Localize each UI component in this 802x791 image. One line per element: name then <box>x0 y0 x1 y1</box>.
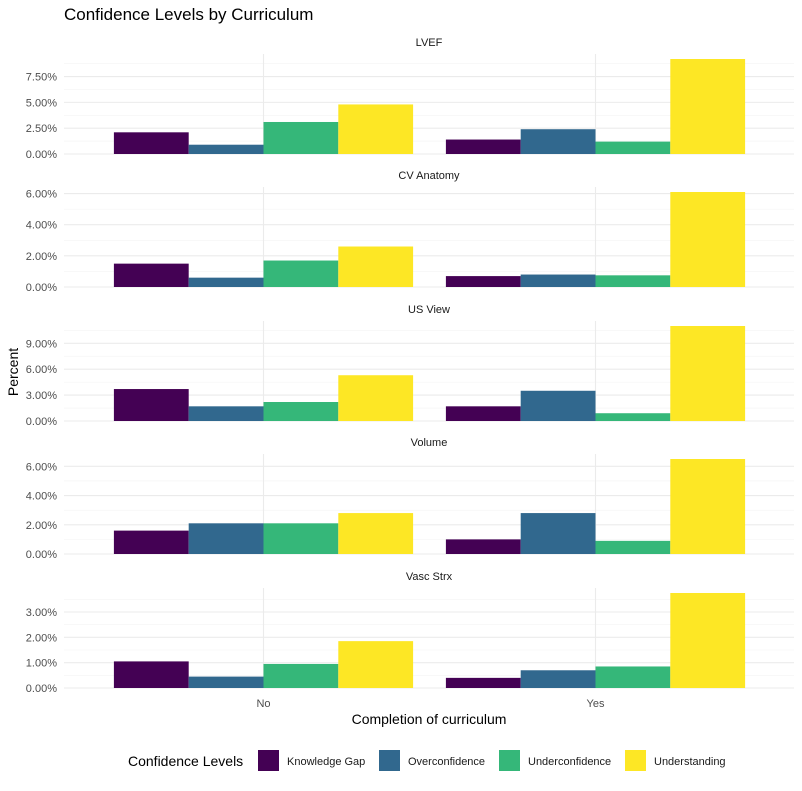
bar-underconfidence-no <box>263 402 339 421</box>
y-tick-label: 0.00% <box>26 683 57 695</box>
bar-knowledge-gap-yes <box>445 139 521 154</box>
legend-label-underconfidence: Underconfidence <box>528 756 611 768</box>
y-tick-label: 0.00% <box>26 549 57 561</box>
y-tick-label: 7.50% <box>26 72 57 84</box>
panel-strip-label: LVEF <box>416 37 443 49</box>
bar-underconfidence-yes <box>595 413 671 421</box>
bar-overconfidence-yes <box>520 129 596 154</box>
panel-strip-label: US View <box>408 304 450 316</box>
bar-understanding-no <box>338 375 414 421</box>
bar-understanding-yes <box>670 59 746 154</box>
bar-understanding-yes <box>670 593 746 688</box>
x-axis-title: Completion of curriculum <box>352 711 507 727</box>
bar-overconfidence-no <box>188 277 264 287</box>
bar-knowledge-gap-no <box>113 389 189 421</box>
bar-overconfidence-yes <box>520 274 596 287</box>
bar-overconfidence-no <box>188 523 264 554</box>
bar-understanding-yes <box>670 326 746 421</box>
y-tick-label: 6.00% <box>26 461 57 473</box>
bar-overconfidence-yes <box>520 390 596 421</box>
y-tick-label: 0.00% <box>26 282 57 294</box>
panel-cv-anatomy: CV Anatomy 0.00% 2.00% 4.00% 6.00% <box>26 170 794 294</box>
panel-lvef: LVEF 0.00% 2.50% 5.00% 7.50% <box>26 37 794 161</box>
bar-knowledge-gap-yes <box>445 539 521 554</box>
legend-label-knowledge-gap: Knowledge Gap <box>287 756 365 768</box>
facet-panels: LVEF 0.00% 2.50% 5.00% 7.50% CV Anatomy 0.00% 2… <box>26 37 794 710</box>
y-tick-label: 3.00% <box>26 390 57 402</box>
y-tick-label: 9.00% <box>26 338 57 350</box>
legend-label-overconfidence: Overconfidence <box>408 756 485 768</box>
legend-key-underconfidence <box>499 750 520 771</box>
panel-us-view: US View 0.00% 3.00% 6.00% 9.00% <box>26 304 794 428</box>
bar-knowledge-gap-no <box>113 661 189 688</box>
legend: Confidence Levels Knowledge Gap Overconfi… <box>128 750 726 771</box>
bar-knowledge-gap-yes <box>445 276 521 287</box>
y-tick-label: 2.00% <box>26 632 57 644</box>
bar-understanding-no <box>338 104 414 154</box>
bar-underconfidence-no <box>263 260 339 287</box>
y-tick-label: 3.00% <box>26 607 57 619</box>
bar-underconfidence-yes <box>595 540 671 554</box>
y-tick-label: 5.00% <box>26 97 57 109</box>
y-tick-label: 2.00% <box>26 520 57 532</box>
bar-overconfidence-no <box>188 144 264 154</box>
bar-knowledge-gap-no <box>113 530 189 554</box>
bar-underconfidence-no <box>263 121 339 154</box>
bar-underconfidence-no <box>263 663 339 688</box>
bar-underconfidence-yes <box>595 666 671 688</box>
bar-overconfidence-yes <box>520 513 596 554</box>
y-tick-label: 0.00% <box>26 149 57 161</box>
bar-overconfidence-no <box>188 406 264 421</box>
legend-label-understanding: Understanding <box>654 756 726 768</box>
panel-volume: Volume 0.00% 2.00% 4.00% 6.00% <box>26 437 794 561</box>
x-tick-label-no: No <box>256 698 270 710</box>
bar-underconfidence-no <box>263 523 339 554</box>
bar-overconfidence-no <box>188 676 264 688</box>
bar-understanding-yes <box>670 192 746 287</box>
panel-strip-label: Vasc Strx <box>406 571 453 583</box>
y-tick-label: 2.00% <box>26 251 57 263</box>
bar-understanding-no <box>338 641 414 688</box>
legend-key-overconfidence <box>379 750 400 771</box>
chart-title: Confidence Levels by Curriculum <box>64 5 313 24</box>
bar-understanding-no <box>338 513 414 554</box>
legend-title: Confidence Levels <box>128 753 243 769</box>
bar-underconfidence-yes <box>595 141 671 154</box>
y-tick-label: 1.00% <box>26 658 57 670</box>
panel-strip-label: Volume <box>411 437 448 449</box>
y-tick-label: 4.00% <box>26 491 57 503</box>
bar-knowledge-gap-yes <box>445 406 521 421</box>
y-tick-label: 4.00% <box>26 220 57 232</box>
y-tick-label: 2.50% <box>26 123 57 135</box>
bar-overconfidence-yes <box>520 670 596 688</box>
y-axis-title: Percent <box>5 348 21 396</box>
panel-strip-label: CV Anatomy <box>398 170 460 182</box>
x-tick-label-yes: Yes <box>587 698 605 710</box>
y-tick-label: 6.00% <box>26 189 57 201</box>
bar-underconfidence-yes <box>595 275 671 287</box>
y-tick-label: 0.00% <box>26 416 57 428</box>
panel-vasc-strx: Vasc Strx 0.00% 1.00% 2.00% 3.00% <box>26 571 794 695</box>
y-tick-label: 6.00% <box>26 364 57 376</box>
bar-understanding-yes <box>670 459 746 554</box>
legend-key-knowledge-gap <box>258 750 279 771</box>
bar-knowledge-gap-no <box>113 263 189 287</box>
bar-understanding-no <box>338 246 414 287</box>
legend-key-understanding <box>625 750 646 771</box>
bar-knowledge-gap-yes <box>445 677 521 688</box>
bar-knowledge-gap-no <box>113 132 189 154</box>
